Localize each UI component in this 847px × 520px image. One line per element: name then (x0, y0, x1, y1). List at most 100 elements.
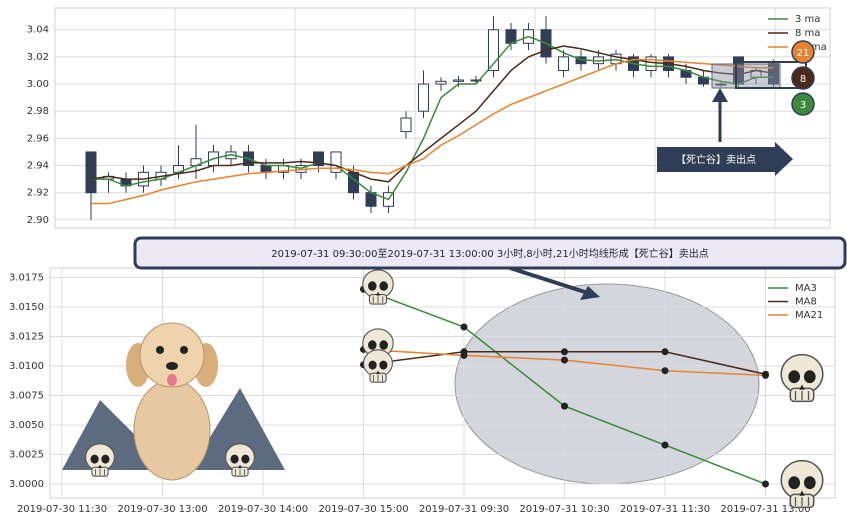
x-tick-label: 2019-07-30 15:00 (318, 504, 408, 515)
banner-text: 2019-07-31 09:30:00至2019-07-31 13:00:00 … (271, 247, 708, 260)
point (762, 480, 769, 488)
point (561, 402, 568, 410)
skull-eye (788, 476, 801, 490)
skull-eye (101, 454, 110, 464)
y-tick-label: 3.0000 (9, 479, 44, 490)
highlight-ellipse (454, 283, 760, 485)
legend-label: MA3 (795, 283, 817, 294)
skull-eye (379, 360, 388, 370)
point (661, 367, 669, 375)
skull-icon (362, 269, 394, 305)
skull-nose (376, 370, 380, 375)
candle-body (488, 29, 499, 71)
point (561, 356, 568, 364)
skull-eye (788, 370, 801, 384)
y-tick-label: 3.0125 (9, 331, 44, 342)
y-tick-label: 3.0100 (9, 361, 44, 372)
y-tick-label: 3.0175 (9, 272, 44, 283)
x-tick-label: 2019-07-30 13:00 (117, 504, 207, 515)
legend-label: MA8 (795, 297, 817, 308)
ma-line (91, 58, 774, 205)
skull-icon (85, 443, 115, 477)
y-tick-label: 3.04 (27, 25, 49, 36)
skull-eye (803, 476, 816, 490)
annotation-box (657, 142, 793, 176)
x-tick-label: 2019-07-30 11:30 (17, 504, 107, 515)
badge (791, 40, 815, 64)
skull-icon (780, 353, 824, 403)
skull-eye (241, 454, 250, 464)
dog-nose (166, 362, 178, 370)
point (561, 348, 568, 356)
skull-nose (376, 291, 380, 296)
dog-eye (156, 346, 164, 354)
candle-body (330, 151, 342, 173)
candle-body (558, 56, 569, 71)
x-tick-label: 2019-07-31 13:00 (720, 504, 810, 515)
highlight-region (711, 63, 781, 89)
banner-arrow-head (580, 286, 600, 300)
skull-eye (368, 340, 377, 350)
candle-body (715, 83, 727, 86)
banner (133, 236, 847, 270)
y-tick-label: 3.02 (27, 52, 49, 63)
badge (791, 66, 815, 90)
y-tick-label: 2.92 (27, 188, 49, 199)
ma-line (91, 35, 774, 201)
skull-eye (379, 340, 388, 350)
candle-body (645, 56, 657, 71)
point (762, 371, 769, 379)
skull-nose (799, 490, 805, 496)
arrow-head (712, 88, 728, 102)
dog-tongue (167, 374, 177, 386)
top-vertical-grid (174, 8, 776, 228)
skull-nose (799, 384, 805, 390)
candle-body (313, 151, 324, 167)
point (460, 351, 468, 359)
x-tick-label: 2019-07-31 11:30 (620, 504, 710, 515)
badge-label: 8 (800, 74, 806, 85)
badge-label: 21 (797, 48, 810, 59)
y-tick-label: 2.98 (27, 106, 49, 117)
annotation-text: 【死亡谷】卖出点 (676, 153, 756, 166)
legend-label: 8 ma (795, 28, 820, 39)
ma-line (90, 45, 774, 183)
skull-nose (238, 464, 242, 469)
mountain (62, 400, 150, 470)
skull-eye (368, 360, 377, 370)
skull-eye (803, 370, 816, 384)
y-tick-label: 3.0150 (9, 302, 44, 313)
candle-body (418, 83, 429, 112)
y-tick-label: 2.96 (27, 133, 49, 144)
mountain (190, 388, 285, 470)
top-plot-frame (54, 7, 831, 229)
point (661, 348, 669, 356)
x-tick-label: 2019-07-31 10:30 (519, 504, 609, 515)
point (661, 441, 669, 449)
x-tick-label: 2019-07-30 14:00 (218, 504, 308, 515)
x-tick-label: 2019-07-31 09:30 (419, 504, 509, 515)
skull-eye (379, 281, 388, 291)
candle-body (435, 80, 447, 85)
dog-head (139, 322, 205, 388)
badge-label: 3 (800, 100, 806, 111)
y-tick-label: 2.94 (27, 161, 49, 172)
skull-eye (230, 454, 239, 464)
legend-label: 3 ma (795, 14, 820, 25)
dog-eye (180, 346, 188, 354)
badge (791, 92, 815, 116)
y-tick-label: 2.90 (27, 215, 49, 226)
banner-arrow (509, 266, 589, 295)
skull-icon (363, 349, 393, 383)
skull-eye (90, 454, 99, 464)
y-tick-label: 3.0050 (9, 420, 44, 431)
skull-icon (225, 443, 255, 477)
y-tick-label: 3.0075 (9, 390, 44, 401)
point (460, 323, 468, 331)
skull-nose (98, 464, 102, 469)
skull-icon (780, 459, 824, 509)
y-tick-label: 3.00 (27, 79, 49, 90)
candle-body (85, 151, 97, 194)
